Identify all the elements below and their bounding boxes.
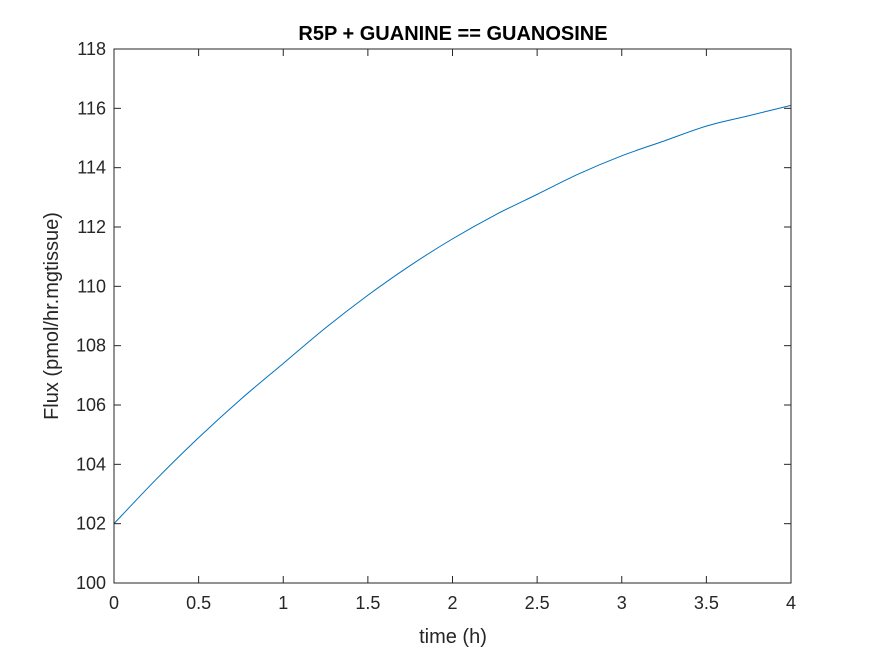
y-tick-label: 104 <box>76 454 106 474</box>
x-tick-label: 1 <box>278 593 288 613</box>
x-tick-label: 4 <box>786 593 796 613</box>
y-tick-label: 106 <box>76 395 106 415</box>
x-tick-label: 0 <box>109 593 119 613</box>
x-tick-label: 1.5 <box>355 593 380 613</box>
x-tick-label: 3.5 <box>694 593 719 613</box>
y-tick-label: 114 <box>77 158 106 178</box>
y-tick-label: 110 <box>77 276 106 296</box>
x-tick-label: 2.5 <box>525 593 550 613</box>
y-tick-label: 100 <box>76 573 106 593</box>
y-tick-label: 102 <box>76 514 106 534</box>
y-tick-label: 112 <box>77 217 106 237</box>
x-axis-title: time (h) <box>419 626 487 648</box>
chart-title: R5P + GUANINE == GUANOSINE <box>298 23 607 45</box>
y-tick-label: 116 <box>77 98 106 118</box>
x-tick-label: 0.5 <box>186 593 211 613</box>
x-tick-label: 2 <box>447 593 457 613</box>
x-tick-label: 3 <box>617 593 627 613</box>
plot-area <box>114 49 791 583</box>
y-tick-label: 118 <box>77 39 106 59</box>
y-tick-label: 108 <box>76 336 106 356</box>
y-axis-title: Flux (pmol/hr.mgtissue) <box>41 212 63 420</box>
series-line <box>113 104 792 525</box>
